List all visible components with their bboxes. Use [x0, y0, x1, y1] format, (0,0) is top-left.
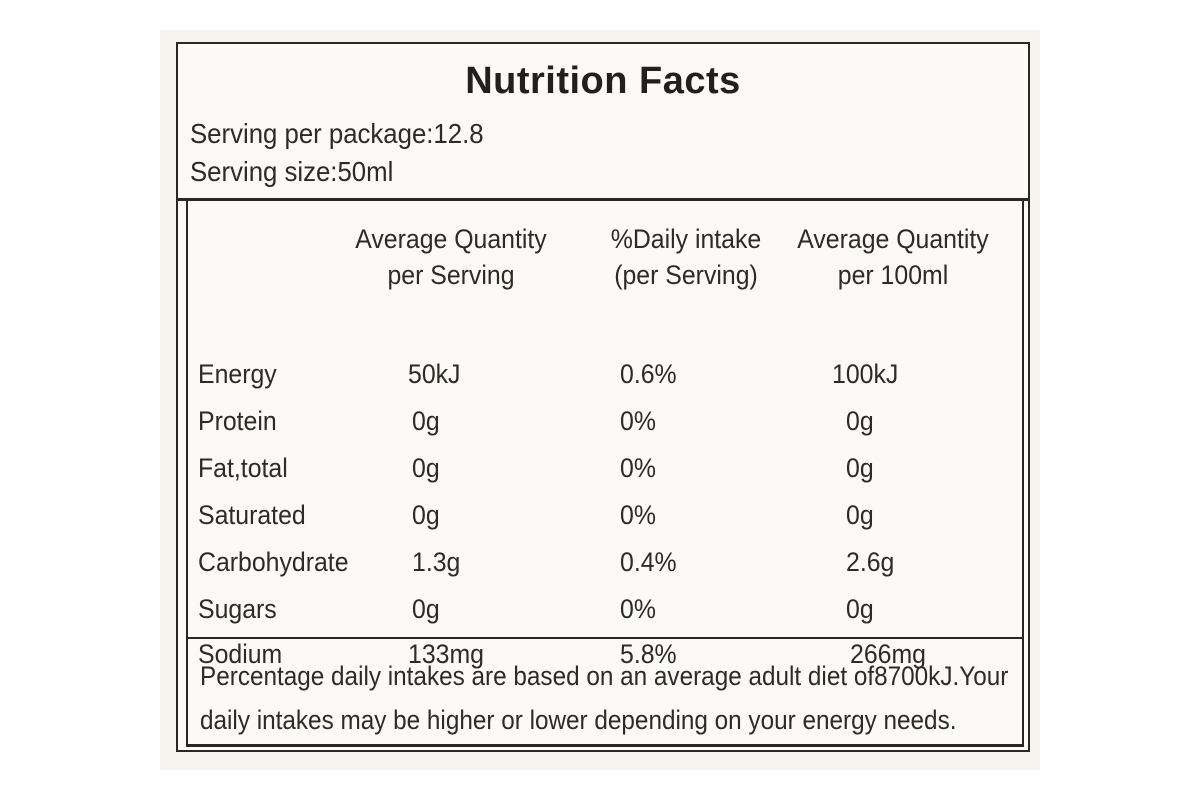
table-row: Sodium 133mg 5.8% 266mg: [188, 639, 1022, 679]
per-serving-value: 0g: [412, 500, 440, 530]
table-row: Sugars 0g 0% 0g: [188, 594, 1022, 634]
serving-size: Serving size:50ml: [190, 156, 394, 187]
daily-intake-value: 5.8%: [620, 639, 677, 669]
daily-intake-value: 0%: [620, 406, 656, 436]
daily-intake-value: 0.6%: [620, 359, 677, 389]
column-header-daily-intake: %Daily intake (per Serving): [594, 221, 778, 293]
nutrition-label: Nutrition Facts Serving per package:12.8…: [176, 42, 1030, 752]
nutrient-name: Saturated: [198, 500, 306, 530]
per-100ml-value: 0g: [846, 500, 874, 530]
nutrient-name: Sugars: [198, 594, 277, 624]
nutrient-name: Sodium: [198, 639, 283, 669]
daily-intake-value: 0%: [620, 594, 656, 624]
label-header: Nutrition Facts Serving per package:12.8…: [178, 44, 1028, 201]
column-header-line: %Daily intake: [610, 224, 762, 254]
column-header-line: Average Quantity: [797, 224, 989, 254]
table-row: Protein 0g 0% 0g: [188, 406, 1022, 446]
nutrient-name: Fat,total: [198, 453, 288, 483]
column-header-line: (per Serving): [614, 260, 758, 290]
footnote-line: daily intakes may be higher or lower dep…: [200, 705, 957, 735]
per-100ml-value: 100kJ: [832, 359, 899, 389]
label-title: Nutrition Facts: [465, 60, 741, 102]
footnote-box: Percentage daily intakes are based on an…: [186, 637, 1024, 747]
table-row: Carbohydrate 1.3g 0.4% 2.6g: [188, 547, 1022, 587]
column-header-per-100ml: Average Quantity per 100ml: [787, 221, 999, 293]
column-header-line: per Serving: [387, 260, 515, 290]
per-100ml-value: 0g: [846, 594, 874, 624]
serving-per-package: Serving per package:12.8: [190, 118, 484, 149]
daily-intake-value: 0%: [620, 453, 656, 483]
footnote-line: Percentage daily intakes are based on an…: [200, 661, 1009, 691]
daily-intake-value: 0%: [620, 500, 656, 530]
per-100ml-value: 0g: [846, 406, 874, 436]
per-serving-value: 0g: [412, 406, 440, 436]
per-serving-value: 1.3g: [412, 547, 461, 577]
column-header-line: per 100ml: [837, 260, 949, 290]
daily-intake-value: 0.4%: [620, 547, 677, 577]
per-100ml-value: 2.6g: [846, 547, 895, 577]
per-serving-value: 133mg: [408, 639, 484, 669]
per-100ml-value: 266mg: [850, 639, 926, 669]
per-100ml-value: 0g: [846, 453, 874, 483]
table-row: Fat,total 0g 0% 0g: [188, 453, 1022, 493]
per-serving-value: 0g: [412, 594, 440, 624]
table-row: Energy 50kJ 0.6% 100kJ: [188, 359, 1022, 399]
nutrient-name: Protein: [198, 406, 277, 436]
column-header-per-serving: Average Quantity per Serving: [345, 221, 557, 293]
column-header-line: Average Quantity: [355, 224, 547, 254]
per-serving-value: 50kJ: [408, 359, 461, 389]
nutrition-table: Average Quantity per Serving %Daily inta…: [186, 201, 1024, 669]
table-row: Saturated 0g 0% 0g: [188, 500, 1022, 540]
nutrient-name: Energy: [198, 359, 277, 389]
nutrient-name: Carbohydrate: [198, 547, 349, 577]
per-serving-value: 0g: [412, 453, 440, 483]
